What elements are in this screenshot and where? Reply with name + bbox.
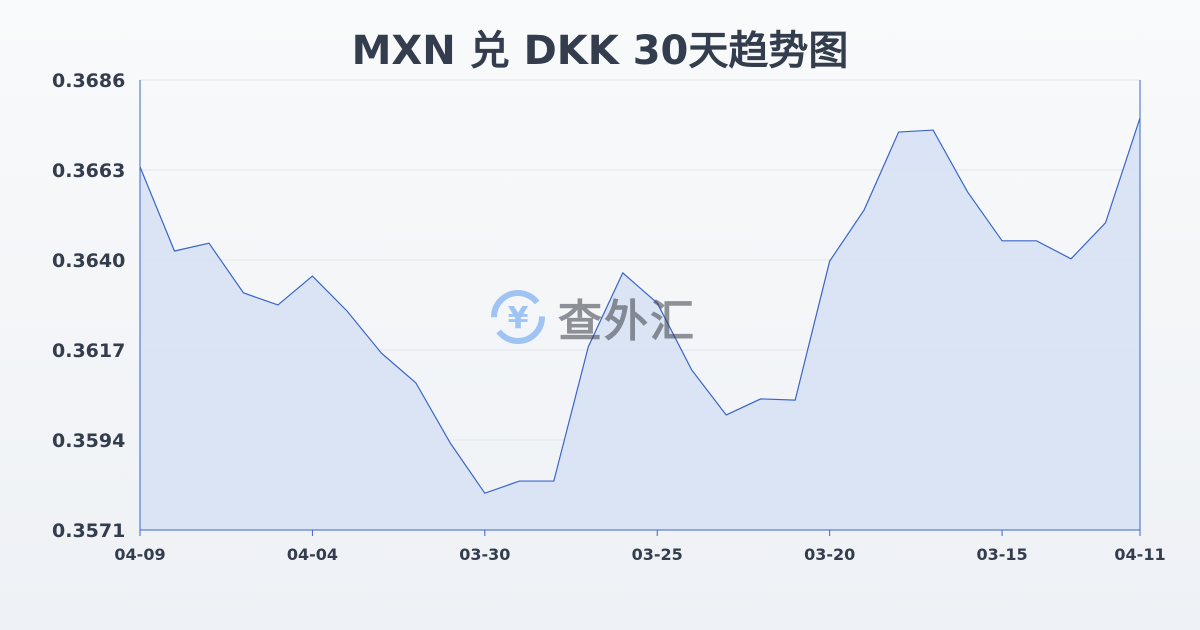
x-tick-label: 03-15	[976, 545, 1027, 564]
y-tick-label: 0.3640	[52, 250, 125, 272]
x-tick-label: 03-30	[459, 545, 510, 564]
x-tick-label: 03-25	[632, 545, 683, 564]
y-tick-label: 0.3571	[52, 520, 125, 542]
x-tick-label: 04-09	[114, 545, 165, 564]
y-tick-label: 0.3617	[52, 340, 125, 362]
svg-text:¥: ¥	[508, 301, 529, 336]
y-tick-label: 0.3594	[52, 430, 125, 452]
x-tick-label: 04-11	[1114, 545, 1165, 564]
chart-title: MXN 兑 DKK 30天趋势图	[351, 28, 849, 74]
yen-exchange-icon: ¥	[491, 290, 545, 344]
watermark-text: 查外汇	[558, 296, 696, 347]
area-fill	[140, 117, 1140, 531]
x-tick-label: 04-04	[287, 545, 338, 564]
series-line	[139, 117, 1141, 494]
watermark: ¥ 查外汇	[488, 285, 696, 349]
x-tick-label: 03-20	[804, 545, 855, 564]
y-tick-label: 0.3663	[52, 160, 125, 182]
y-tick-label: 0.3686	[52, 70, 125, 92]
